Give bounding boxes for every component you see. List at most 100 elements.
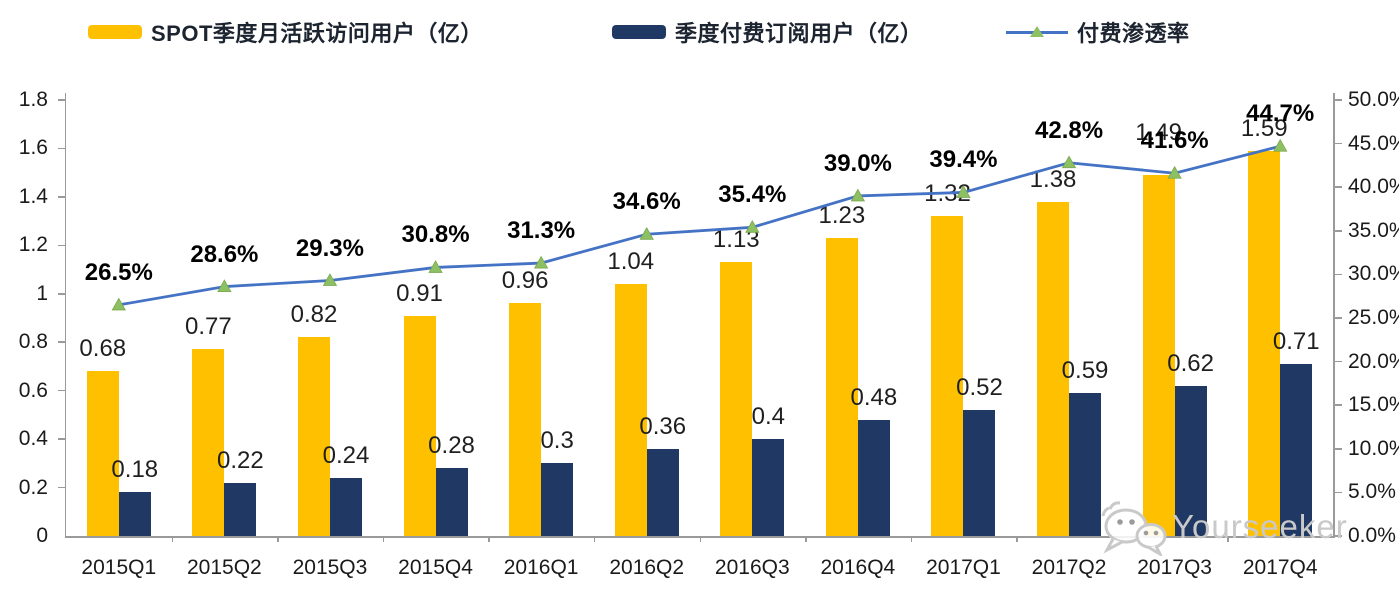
left-axis-line — [64, 93, 66, 538]
right-axis-tick — [1334, 186, 1342, 188]
subs-bar-label: 0.71 — [1272, 328, 1320, 356]
mau-bar-label: 1.32 — [924, 180, 971, 208]
right-axis-tick-label: 20.0% — [1348, 349, 1399, 373]
mau-legend-swatch — [88, 25, 142, 39]
mau-bar — [614, 284, 647, 536]
right-axis-tick-label: 10.0% — [1348, 436, 1399, 460]
penetration-point-label: 29.3% — [295, 234, 364, 262]
legend-item-subs: 季度付费订阅用户（亿） — [612, 16, 923, 48]
x-axis-tick — [699, 536, 701, 542]
subs-bar-label: 0.59 — [1061, 357, 1109, 385]
left-axis-tick-label: 0.8 — [18, 330, 48, 354]
penetration-marker — [111, 297, 126, 311]
left-axis-tick-label: 1.4 — [18, 184, 48, 208]
subs-bar — [646, 448, 679, 536]
penetration-legend-label: 付费渗透率 — [1077, 21, 1190, 46]
left-axis-tick-label: 0.6 — [18, 378, 48, 402]
left-axis-tick — [58, 486, 65, 489]
mau-bar-label: 1.13 — [712, 226, 760, 254]
x-axis-tick — [1227, 536, 1229, 542]
mau-bar-label: 1.23 — [818, 202, 866, 230]
right-axis-tick-label: 15.0% — [1348, 393, 1399, 417]
right-axis-tick — [1334, 535, 1342, 537]
penetration-point-label: 28.6% — [190, 240, 259, 268]
subs-bar — [435, 468, 468, 536]
left-axis-tick-label: 0.2 — [18, 475, 48, 499]
right-axis-tick-label: 40.0% — [1348, 175, 1399, 199]
x-axis-tick — [805, 536, 807, 542]
x-axis-tick — [910, 536, 913, 542]
left-axis-tick-label: 1 — [36, 281, 48, 305]
right-axis-tick-label: 35.0% — [1348, 218, 1399, 242]
penetration-legend-swatch — [1006, 24, 1068, 40]
x-axis-label: 2016Q2 — [609, 556, 685, 579]
mau-bar-label: 1.59 — [1240, 114, 1288, 142]
right-axis-tick-label: 5.0% — [1348, 480, 1396, 504]
penetration-point-label: 35.4% — [718, 181, 787, 209]
mau-bar-label: 1.04 — [607, 248, 655, 276]
right-axis-tick — [1334, 142, 1342, 145]
subs-bar-label: 0.48 — [850, 383, 898, 411]
penetration-point-label: 34.6% — [612, 188, 681, 216]
left-axis-tick — [58, 147, 65, 150]
right-axis-tick-label: 25.0% — [1348, 306, 1399, 329]
subs-bar-label: 0.52 — [956, 374, 1003, 402]
left-axis-tick-label: 1.2 — [18, 233, 48, 257]
penetration-marker — [533, 255, 549, 269]
subs-bar-label: 0.4 — [751, 403, 785, 431]
x-axis-label: 2015Q4 — [398, 556, 473, 579]
right-axis-tick-label: 45.0% — [1348, 131, 1399, 155]
penetration-point-label: 31.3% — [507, 217, 576, 245]
right-axis-tick-label: 30.0% — [1348, 262, 1399, 286]
subs-bar — [224, 482, 257, 536]
mau-bar-label: 0.91 — [396, 279, 443, 307]
subs-legend-label: 季度付费订阅用户（亿） — [675, 21, 923, 46]
mau-legend-label: SPOT季度月活跃访问用户（亿） — [151, 21, 483, 46]
x-axis-label: 2017Q3 — [1137, 556, 1212, 579]
penetration-marker — [322, 273, 338, 286]
watermark-text: Yourseeker — [1172, 508, 1348, 545]
right-axis-line — [1333, 93, 1335, 538]
mau-bar-label: 0.77 — [185, 313, 232, 341]
x-axis-tick — [1016, 536, 1018, 542]
x-axis-tick — [593, 536, 596, 542]
right-axis-tick — [1334, 491, 1342, 494]
subs-bar-label: 0.62 — [1167, 349, 1214, 377]
left-axis-tick — [58, 99, 65, 101]
subs-bar — [329, 477, 362, 536]
subs-bar — [963, 410, 996, 536]
mau-bar-label: 0.82 — [290, 301, 338, 329]
right-axis-tick — [1334, 360, 1342, 363]
subs-bar — [1280, 364, 1313, 536]
mau-bar — [297, 337, 330, 536]
left-axis-tick-label: 0.4 — [18, 427, 48, 451]
right-axis-tick — [1334, 99, 1342, 101]
right-axis-tick-label: 50.0% — [1348, 88, 1399, 111]
subs-bar-label: 0.18 — [111, 456, 159, 484]
penetration-marker — [428, 260, 443, 273]
penetration-point-label: 44.7% — [1246, 100, 1315, 128]
triangle-marker-icon — [1030, 26, 1044, 37]
subs-bar-label: 0.36 — [639, 412, 687, 440]
mau-bar — [509, 303, 542, 536]
left-axis-tick — [58, 196, 65, 198]
x-axis-tick — [277, 536, 279, 542]
watermark: Yourseeker — [1096, 498, 1348, 556]
subs-legend-swatch — [612, 25, 666, 39]
x-axis-label: 2016Q1 — [503, 556, 579, 579]
subs-bar — [118, 492, 151, 536]
mau-bar-label: 1.38 — [1029, 165, 1077, 193]
x-axis-label: 2017Q2 — [1031, 556, 1107, 579]
penetration-point-label: 26.5% — [84, 258, 153, 286]
left-axis-tick — [58, 438, 65, 440]
mau-bar-label: 0.96 — [501, 267, 549, 295]
left-axis-tick — [58, 341, 65, 343]
mau-bar — [403, 315, 436, 536]
x-axis-label: 2015Q2 — [187, 556, 262, 579]
subs-bar — [752, 439, 785, 536]
x-axis-label: 2017Q4 — [1242, 556, 1318, 579]
x-axis-label: 2015Q1 — [81, 556, 157, 579]
penetration-point-label: 41.6% — [1140, 127, 1209, 155]
penetration-line — [118, 144, 1281, 307]
